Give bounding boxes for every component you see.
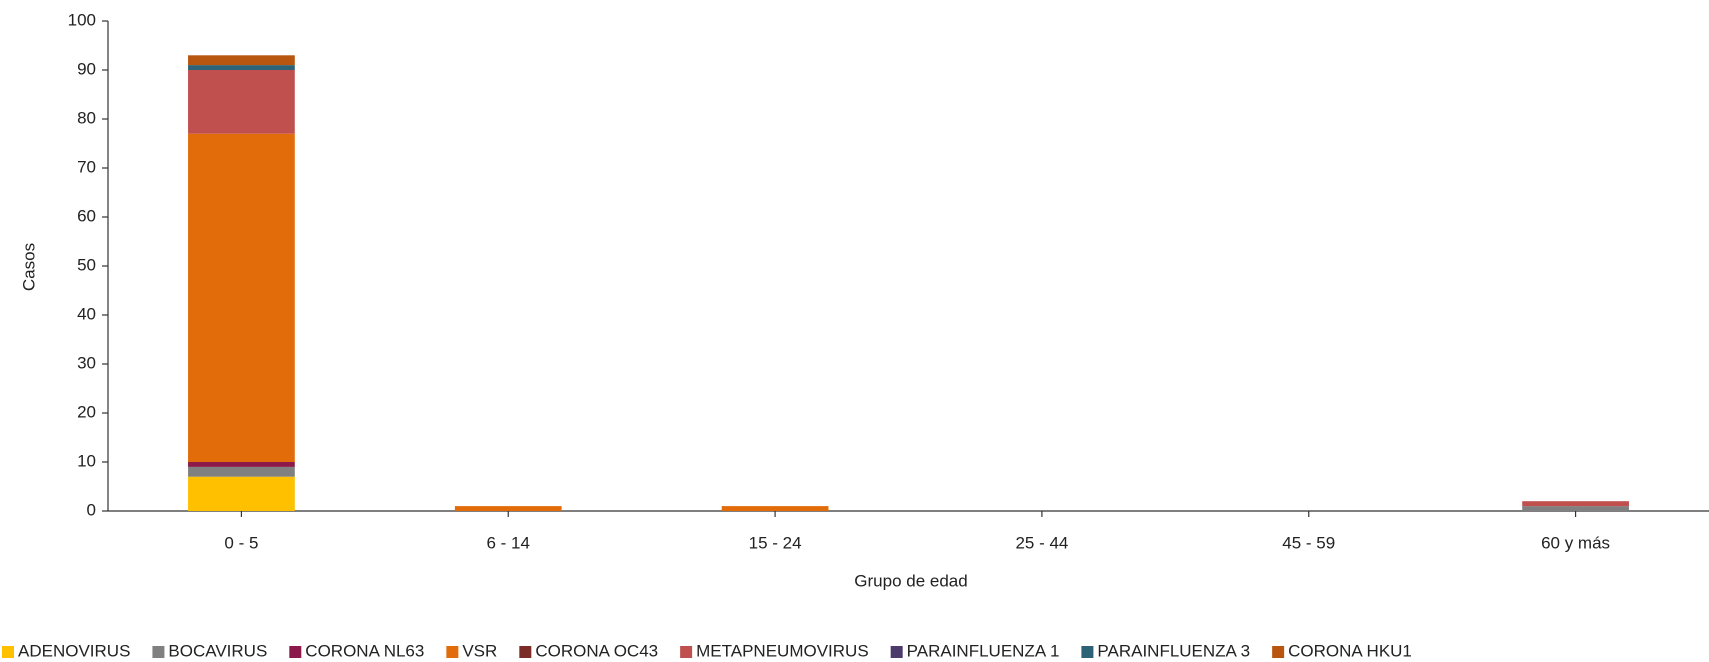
y-tick-label: 0 — [87, 500, 96, 519]
y-axis-title: Casos — [19, 243, 38, 291]
legend-swatch — [2, 646, 14, 658]
bar-segment — [188, 476, 295, 511]
legend-swatch — [446, 646, 459, 658]
legend-label: CORONA NL63 — [305, 641, 424, 660]
bar-segment — [188, 70, 295, 134]
y-tick-label: 80 — [77, 108, 96, 127]
bar-segment — [1522, 506, 1629, 511]
legend-swatch — [680, 646, 693, 658]
y-tick-label: 70 — [77, 157, 96, 176]
x-tick-label: 15 - 24 — [749, 533, 802, 552]
bar-segment — [188, 65, 295, 70]
legend-swatch — [152, 646, 165, 658]
y-tick-label: 50 — [77, 255, 96, 274]
x-tick-label: 60 y más — [1541, 533, 1610, 552]
y-tick-label: 100 — [68, 10, 96, 29]
bar-segment — [454, 506, 562, 511]
legend-swatch — [289, 646, 302, 658]
y-tick-label: 10 — [77, 451, 96, 470]
bar-segment — [188, 462, 295, 467]
legend-label: VSR — [462, 641, 497, 660]
bar-segment — [721, 506, 829, 511]
legend-label: CORONA HKU1 — [1288, 641, 1412, 660]
legend-label: PARAINFLUENZA 3 — [1097, 641, 1250, 660]
y-tick-label: 60 — [77, 206, 96, 225]
legend-label: CORONA OC43 — [535, 641, 658, 660]
bar-segment — [188, 466, 295, 477]
bar-segment — [188, 133, 295, 462]
bar-segment — [1522, 501, 1629, 507]
legend-label: METAPNEUMOVIRUS — [696, 641, 869, 660]
y-tick-label: 90 — [77, 59, 96, 78]
y-tick-label: 20 — [77, 402, 96, 421]
legend-label: PARAINFLUENZA 1 — [907, 641, 1060, 660]
legend-label: ADENOVIRUS — [18, 641, 130, 660]
x-tick-label: 0 - 5 — [224, 533, 258, 552]
legend-swatch — [1272, 646, 1285, 658]
x-tick-label: 6 - 14 — [487, 533, 530, 552]
x-axis-title: Grupo de edad — [854, 571, 967, 590]
legend-swatch — [519, 646, 532, 658]
legend-swatch — [1081, 646, 1094, 658]
y-tick-label: 30 — [77, 353, 96, 372]
y-tick-label: 40 — [77, 304, 96, 323]
x-tick-label: 25 - 44 — [1015, 533, 1068, 552]
legend-label: BOCAVIRUS — [168, 641, 267, 660]
bar-segment — [188, 55, 295, 66]
x-tick-label: 45 - 59 — [1282, 533, 1335, 552]
legend-swatch — [890, 646, 903, 658]
